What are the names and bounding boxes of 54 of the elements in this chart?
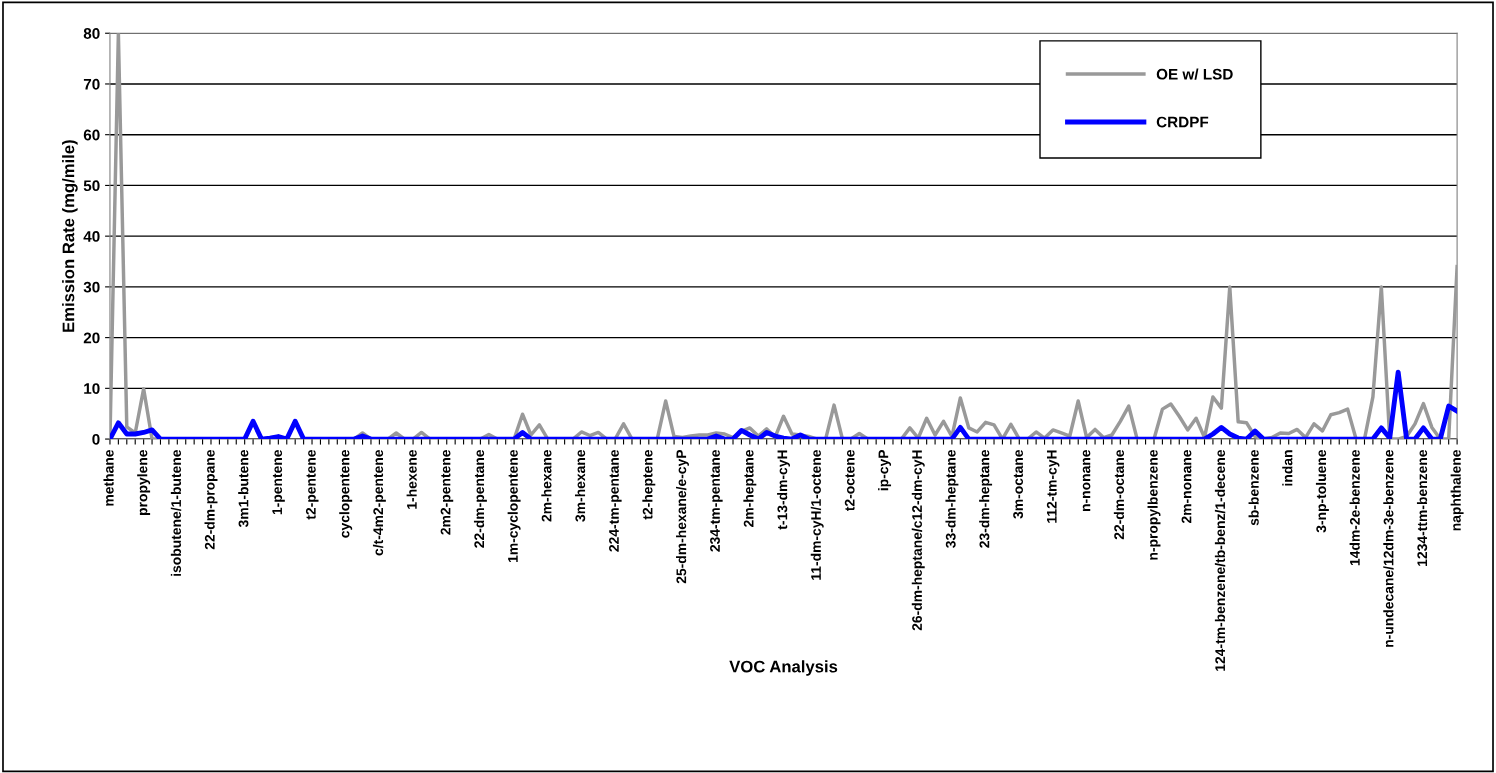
x-tick-label: 22-dm-octane	[1113, 449, 1125, 540]
x-tick-label: 1234-ttm-benzene	[1416, 449, 1428, 566]
y-tick-label: 20	[83, 332, 100, 344]
x-tick-label: 112-tm-cyH	[1046, 450, 1060, 523]
x-tick-label: 2m-nonane	[1181, 449, 1192, 524]
x-tick-label: t2-pentene	[305, 449, 319, 520]
x-tick-label: n-propylbenzene	[1147, 449, 1161, 560]
x-tick-label: 124-tm-benzene/tb-benz/1-decene	[1214, 449, 1226, 671]
x-tick-label: 14dm-2e-benzene	[1349, 449, 1360, 566]
x-axis-title: VOC Analysis	[729, 660, 838, 676]
x-tick-label: 11-dm-cyH/1-octene	[810, 449, 824, 580]
x-tick-label: sb-benzene	[1248, 449, 1259, 526]
y-tick-label: 40	[83, 231, 100, 242]
x-tick-label: c/t-4m2-pentene	[372, 449, 386, 556]
y-tick-label: 60	[83, 129, 100, 141]
x-tick-label: n-undecane/12dm-3e-benzene	[1383, 449, 1394, 647]
y-tick-label: 10	[84, 383, 100, 395]
x-tick-label: 23-dm-heptane	[979, 449, 993, 548]
legend-label: OE w/ LSD	[1156, 68, 1233, 80]
x-tick-label: naphthalene	[1450, 449, 1464, 531]
x-tick-label: 2m2-pentene	[440, 449, 454, 535]
x-tick-label: 3m-hexane	[574, 449, 586, 522]
x-tick-label: 22-dm-pentane	[473, 449, 487, 548]
x-tick-label: methane	[103, 449, 114, 506]
x-tick-label: 22-dm-propane	[204, 449, 218, 550]
x-tick-label: 1-pentene	[272, 449, 285, 515]
x-tick-label: n-nonane	[1082, 449, 1091, 512]
x-tick-label: 25-dm-hexane/e-cyP	[676, 449, 689, 584]
x-tick-label: propylene	[137, 449, 151, 515]
legend-label: CRDPF	[1156, 116, 1209, 128]
y-tick-label: 30	[83, 281, 100, 293]
x-tick-label: 26-dm-heptane/c12-dm-cyH	[911, 450, 925, 631]
y-tick-label: 50	[83, 180, 100, 192]
x-tick-label: ip-cyP	[878, 449, 892, 491]
x-tick-label: 3m-octane	[1013, 449, 1024, 519]
x-tick-label: 1m-cyclopentene	[507, 449, 521, 563]
x-tick-label: t2-heptene	[642, 449, 656, 520]
x-tick-label: 3m1-butene	[238, 449, 249, 528]
y-tick-label: 80	[83, 28, 100, 39]
x-tick-label: 2m-heptane	[743, 449, 757, 527]
x-tick-label: 33-dm-heptane	[945, 449, 959, 548]
y-tick-label: 70	[83, 78, 100, 90]
x-tick-label: indan	[1282, 450, 1293, 486]
x-tick-label: t-13-dm-cyH	[777, 450, 790, 530]
x-tick-label: t2-octene	[844, 449, 855, 512]
x-tick-label: 3-np-toluene	[1315, 449, 1329, 533]
y-tick-label: 0	[92, 433, 100, 445]
x-tick-label: 234-tm-pentane	[710, 449, 723, 552]
x-tick-label: 2m-hexane	[541, 449, 552, 522]
x-tick-label: isobutene/1-butene	[170, 449, 182, 576]
x-tick-label: 1-hexene	[406, 449, 417, 509]
x-tick-label: cyclopentene	[339, 449, 353, 538]
y-axis-title: Emission Rate (mg/mile)	[62, 140, 78, 332]
x-tick-label: 224-tm-pentane	[609, 449, 622, 552]
